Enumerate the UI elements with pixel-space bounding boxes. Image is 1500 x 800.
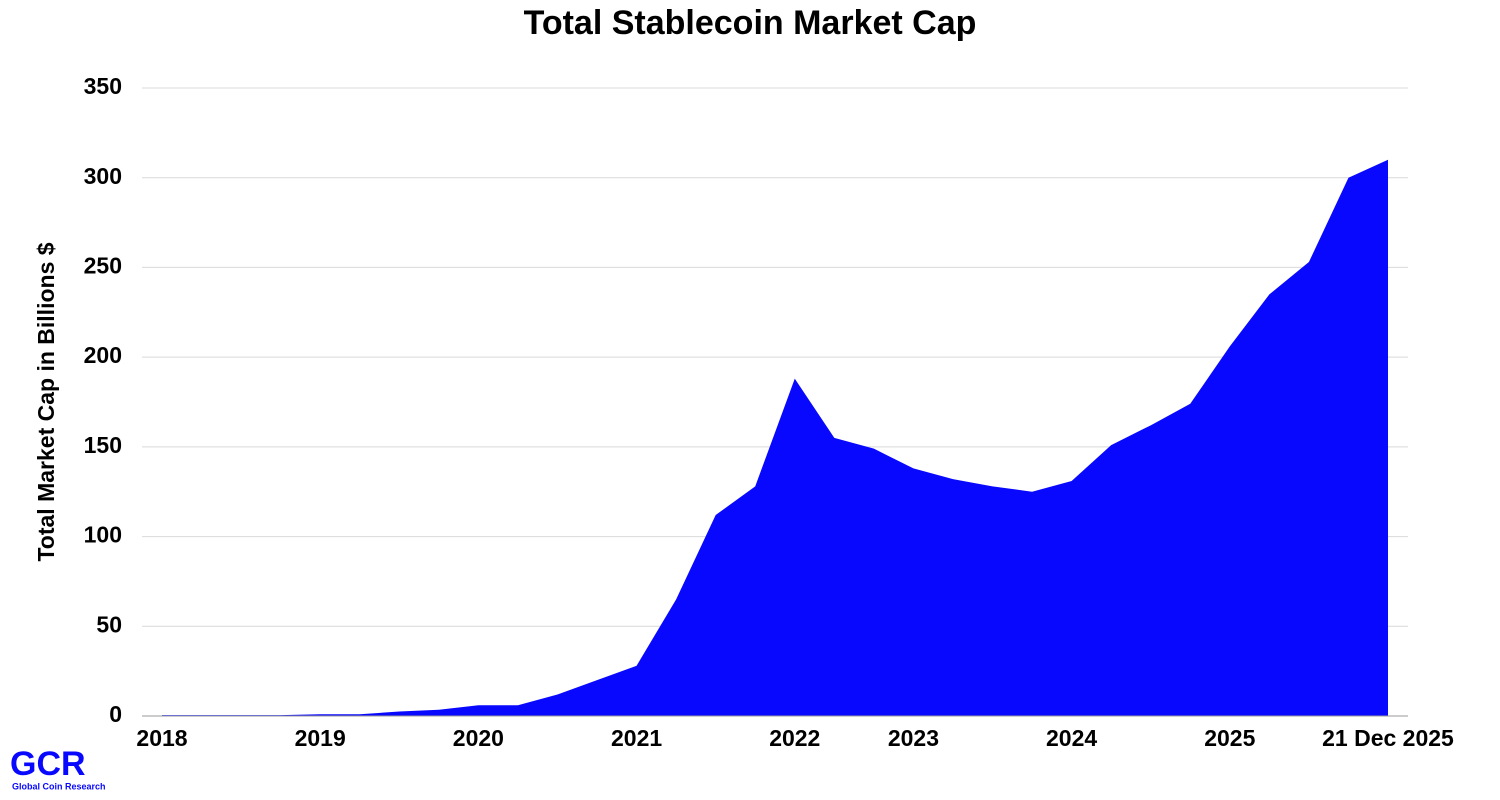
x-tick-label: 2024 (1046, 725, 1097, 751)
logo: GCR (10, 745, 86, 783)
y-tick-label: 100 (84, 522, 122, 548)
x-tick-label: 2019 (295, 725, 346, 751)
y-tick-label: 350 (84, 73, 122, 99)
area (162, 159, 1388, 716)
chart-title: Total Stablecoin Market Cap (524, 4, 977, 42)
y-tick-label: 250 (84, 253, 122, 279)
y-tick-label: 50 (96, 611, 122, 637)
x-tick-label: 2022 (769, 725, 820, 751)
x-tick-label: 2023 (888, 725, 939, 751)
x-tick-label: 21 Dec 2025 (1322, 725, 1454, 751)
logo-subtitle: Global Coin Research (12, 781, 106, 791)
y-tick-label: 300 (84, 163, 122, 189)
y-tick-label: 150 (84, 432, 122, 458)
x-tick-label: 2018 (136, 725, 187, 751)
y-tick-label: 200 (84, 342, 122, 368)
y-tick-label: 0 (109, 701, 122, 727)
x-tick-label: 2020 (453, 725, 504, 751)
x-tick-label: 2021 (611, 725, 662, 751)
y-axis-label: Total Market Cap in Billions $ (33, 242, 59, 561)
x-tick-label: 2025 (1204, 725, 1255, 751)
